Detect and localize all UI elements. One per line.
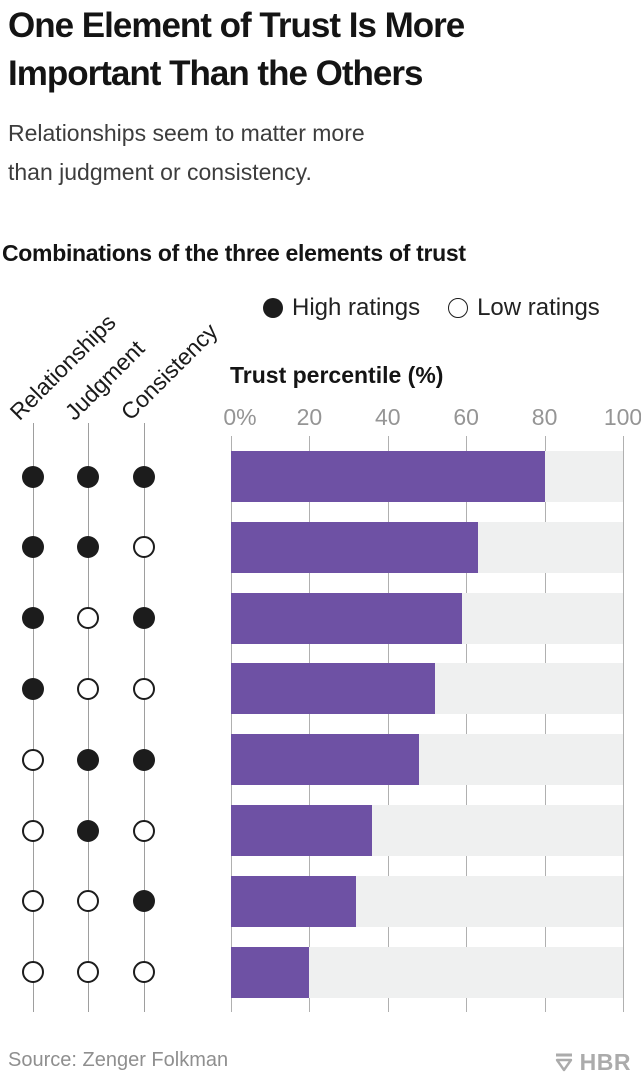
hbr-logo-text: HBR (579, 1049, 631, 1075)
gridline-60 (466, 436, 468, 1012)
page-subtitle-line1: Relationships seem to matter more (8, 120, 365, 146)
bar-row-3 (231, 592, 463, 644)
column-label-consistency: Consistency (115, 318, 223, 425)
dot-row6-relationships-low (22, 819, 44, 842)
dot-row8-judgment-low (77, 961, 99, 984)
chart-legend: High ratings Low ratings (263, 294, 600, 322)
dot-row5-judgment-high (77, 748, 99, 771)
bar-row-1 (231, 451, 545, 502)
legend-label-high: High ratings (292, 294, 421, 321)
column-line-judgment (88, 423, 89, 1012)
x-tick-label-80: 80 (531, 404, 558, 430)
column-line-consistency (144, 423, 145, 1012)
bar-row-8 (231, 946, 310, 998)
dot-row3-relationships-high (22, 607, 44, 630)
open-circle-icon (448, 298, 469, 318)
page-subtitle: Relationships seem to matter more than j… (8, 114, 628, 192)
x-tick-label-0: 0% (223, 404, 257, 430)
dot-row6-consistency-low (133, 819, 155, 842)
dot-row4-judgment-low (77, 677, 99, 700)
dot-row1-relationships-high (22, 465, 44, 488)
dot-row2-relationships-high (22, 536, 44, 559)
legend-item-low-ratings: Low ratings (448, 294, 600, 322)
hbr-shield-icon (555, 1053, 572, 1071)
x-tick-label-100: 100 (603, 404, 641, 430)
dot-row4-relationships-high (22, 677, 44, 700)
column-line-relationships (33, 423, 34, 1012)
dot-row7-relationships-low (22, 890, 44, 913)
dot-row3-consistency-high (133, 607, 155, 630)
gridline-0 (231, 436, 232, 1012)
legend-item-high-ratings: High ratings (263, 294, 420, 322)
dot-row2-consistency-low (133, 536, 155, 559)
dot-row5-relationships-low (22, 748, 44, 771)
x-tick-label-40: 40 (375, 404, 401, 430)
gridline-40 (387, 436, 389, 1012)
dot-row8-relationships-low (22, 961, 44, 984)
bar-row-4 (231, 663, 435, 715)
bar-row-2 (231, 521, 478, 573)
dot-row1-judgment-high (77, 465, 99, 488)
page-title: One Element of Trust Is More Important T… (8, 2, 638, 98)
gridline-100 (623, 436, 624, 1012)
bar-row-5 (231, 734, 420, 786)
source-credit: Source: Zenger Folkman (8, 1049, 229, 1071)
dot-row3-judgment-low (77, 607, 99, 630)
filled-circle-icon (263, 298, 283, 318)
dot-row1-consistency-high (133, 465, 155, 488)
dot-row5-consistency-high (133, 748, 155, 771)
chart-section-title: Combinations of the three elements of tr… (2, 240, 466, 266)
bar-row-6 (231, 805, 373, 856)
page-subtitle-line2: than judgment or consistency. (8, 159, 312, 185)
dot-row7-consistency-high (133, 890, 155, 913)
dot-row8-consistency-low (133, 961, 155, 984)
x-tick-label-20: 20 (296, 404, 323, 430)
dot-row6-judgment-high (77, 819, 99, 842)
x-axis-title: Trust percentile (%) (230, 362, 444, 388)
dot-row4-consistency-low (133, 677, 155, 700)
dot-row7-judgment-low (77, 890, 99, 913)
hbr-logo: HBR (553, 1049, 631, 1076)
gridline-20 (309, 436, 311, 1012)
gridline-80 (544, 436, 546, 1012)
page-title-line2: Important Than the Others (8, 54, 423, 93)
page-title-line1: One Element of Trust Is More (8, 6, 465, 45)
bar-row-7 (231, 875, 357, 927)
dot-row2-judgment-high (77, 536, 99, 559)
x-tick-label-60: 60 (453, 404, 479, 430)
legend-label-low: Low ratings (477, 294, 600, 321)
